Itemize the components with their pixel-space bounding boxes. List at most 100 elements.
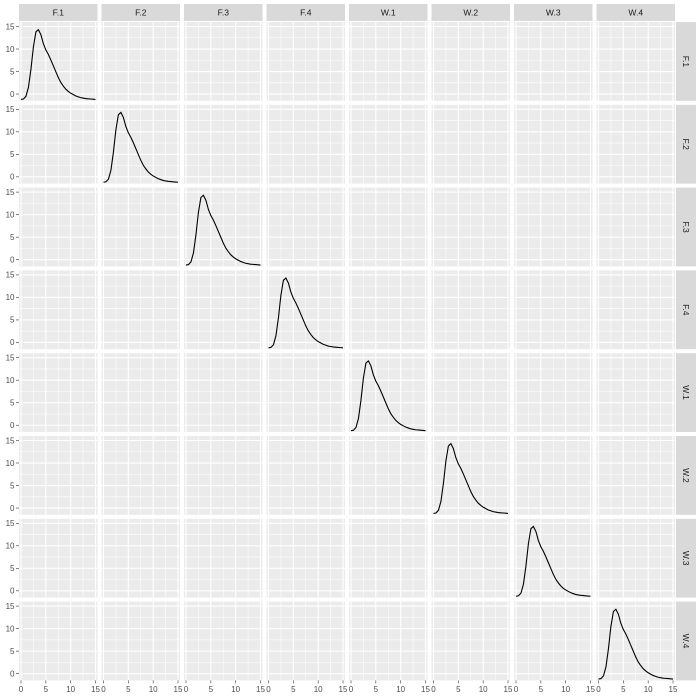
- facet-panel: [101, 104, 180, 184]
- facet-panel: [514, 518, 593, 598]
- row-strip-label: F.4: [681, 304, 691, 316]
- y-tick-label: 0: [10, 669, 15, 678]
- y-tick-label: 10: [6, 459, 15, 468]
- x-tick-label: 15: [504, 685, 513, 694]
- facet-panel: [431, 22, 510, 101]
- x-tick-label: 5: [539, 685, 544, 694]
- x-tick-label: 10: [314, 685, 323, 694]
- facet-panel: [514, 187, 593, 267]
- facet-panel: [431, 187, 510, 267]
- facet-panel: [349, 518, 428, 598]
- y-tick-label: 0: [10, 338, 15, 347]
- y-tick-label: 5: [10, 647, 15, 656]
- x-tick-label: 0: [514, 685, 519, 694]
- facet-panel: [431, 436, 510, 515]
- y-tick-label: 15: [6, 22, 15, 31]
- x-tick-label: 15: [91, 685, 100, 694]
- density-line: [103, 111, 179, 183]
- density-line: [185, 194, 261, 266]
- facet-panel: [101, 518, 180, 598]
- x-tick-label: 15: [669, 685, 678, 694]
- facet-panel: [596, 270, 675, 350]
- facet-panel: [266, 270, 345, 350]
- col-strip-label: W.4: [628, 8, 643, 18]
- row-strip: [676, 518, 696, 598]
- density-line: [515, 525, 591, 597]
- facet-panel: [349, 353, 428, 432]
- y-tick-label: 10: [6, 210, 15, 219]
- facet-panel: [101, 187, 180, 267]
- y-tick-label: 10: [6, 542, 15, 551]
- y-tick-label: 5: [10, 233, 15, 242]
- density-line: [433, 442, 509, 514]
- row-strip: [676, 22, 696, 101]
- row-strip-label: W.3: [681, 551, 691, 566]
- col-strip: [101, 4, 180, 21]
- density-line: [268, 277, 344, 349]
- facet-panel: [19, 22, 98, 101]
- facet-panel: [266, 353, 345, 432]
- facet-panel: [184, 22, 263, 101]
- col-strip: [349, 4, 428, 21]
- facet-panel: [431, 601, 510, 681]
- x-tick-label: 10: [66, 685, 75, 694]
- facet-panel: [514, 353, 593, 432]
- facet-panel: [431, 270, 510, 350]
- facet-panel: [349, 22, 428, 101]
- facet-panel: [596, 601, 675, 681]
- facet-panel: [349, 270, 428, 350]
- x-tick-label: 15: [174, 685, 183, 694]
- x-tick-label: 10: [479, 685, 488, 694]
- facet-panel: [266, 436, 345, 515]
- facet-panel: [349, 601, 428, 681]
- y-tick-label: 0: [10, 587, 15, 596]
- facet-panel: [101, 601, 180, 681]
- facet-panel: [266, 518, 345, 598]
- facet-panel: [431, 104, 510, 184]
- y-tick-label: 10: [6, 45, 15, 54]
- density-line: [20, 28, 96, 100]
- y-tick-label: 15: [6, 188, 15, 197]
- facet-panel: [101, 22, 180, 101]
- facet-panel: [514, 601, 593, 681]
- facet-panel: [596, 104, 675, 184]
- facet-panel: [431, 518, 510, 598]
- x-tick-label: 10: [231, 685, 240, 694]
- facet-panel: [184, 104, 263, 184]
- col-strip-label: F.1: [53, 8, 65, 18]
- y-tick-label: 15: [6, 519, 15, 528]
- x-tick-label: 15: [421, 685, 430, 694]
- facet-panel: [266, 104, 345, 184]
- facet-panel: [184, 353, 263, 432]
- facet-panel: [101, 353, 180, 432]
- col-strip: [19, 4, 98, 21]
- facet-panel: [349, 436, 428, 515]
- x-tick-label: 0: [19, 685, 24, 694]
- col-strip: [184, 4, 263, 21]
- y-tick-label: 5: [10, 150, 15, 159]
- col-strip-label: F.3: [218, 8, 230, 18]
- x-tick-label: 0: [349, 685, 354, 694]
- col-strip-label: F.4: [300, 8, 312, 18]
- x-tick-label: 10: [396, 685, 405, 694]
- facet-panel: [596, 518, 675, 598]
- facet-panel: [596, 436, 675, 515]
- y-tick-label: 15: [6, 354, 15, 363]
- x-tick-label: 0: [266, 685, 271, 694]
- x-tick-label: 10: [644, 685, 653, 694]
- facet-panel: [19, 353, 98, 432]
- row-strip: [676, 187, 696, 267]
- col-strip: [514, 4, 593, 21]
- row-strip: [676, 104, 696, 184]
- facet-panel: [514, 270, 593, 350]
- x-tick-label: 5: [126, 685, 131, 694]
- facet-panel: [266, 22, 345, 101]
- row-strip-label: W.4: [681, 634, 691, 649]
- col-strip-label: F.2: [135, 8, 147, 18]
- x-tick-label: 5: [44, 685, 49, 694]
- x-tick-label: 15: [339, 685, 348, 694]
- facet-panel: [514, 22, 593, 101]
- row-strip-label: W.1: [681, 385, 691, 400]
- y-tick-label: 15: [6, 602, 15, 611]
